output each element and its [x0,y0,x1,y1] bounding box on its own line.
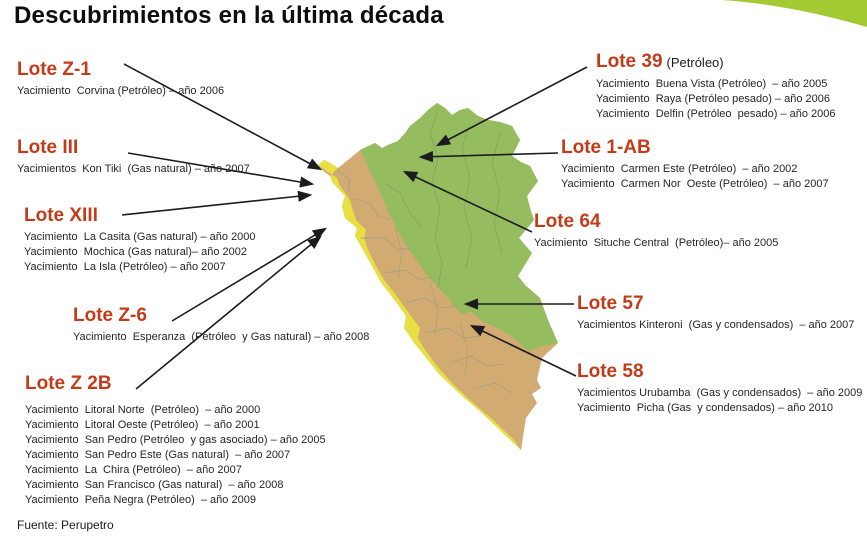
lote-title: Lote III [17,137,79,158]
yacimiento-line: Yacimiento La Casita (Gas natural) – año… [24,231,256,243]
yacimiento-line: Yacimiento San Francisco (Gas natural) –… [25,479,284,491]
lote-title-text: Lote 39 [596,51,663,72]
source-note: Fuente: Perupetro [17,518,114,532]
callout-lote-z1: Lote Z-1 Yacimiento Corvina (Petróleo) –… [17,60,224,99]
yacimiento-line: Yacimientos Kinteroni (Gas y condensados… [577,319,855,331]
lote-title: Lote 64 [534,211,601,232]
yacimiento-line: Yacimiento Picha (Gas y condensados) – a… [577,402,834,414]
yacimiento-line: Yacimientos Urubamba (Gas y condensados)… [577,387,863,399]
yacimiento-line: Yacimiento Buena Vista (Petróleo) – año … [596,78,828,90]
yacimiento-line: Yacimientos Kon Tiki (Gas natural) – año… [17,163,250,175]
lote-title: Lote 58 [577,361,644,382]
yacimiento-line: Yacimiento Corvina (Petróleo) – año 2006 [17,85,225,97]
page-title: Descubrimientos en la última década [14,2,444,29]
yacimiento-line: Yacimiento La Isla (Petróleo) – año 2007 [24,261,226,273]
lote-title: Lote XIII [24,205,98,226]
callout-lote-64: Lote 64 Yacimiento Situche Central (Petr… [534,212,778,251]
yacimiento-line: Yacimiento San Pedro Este (Gas natural) … [25,449,291,461]
callout-lote-iii: Lote III Yacimientos Kon Tiki (Gas natur… [17,138,250,177]
lote-title: Lote Z 2B [25,373,112,394]
yacimiento-line: Yacimiento Raya (Petróleo pesado) – año … [596,93,830,105]
callout-lote-39: Lote 39 (Petróleo) Yacimiento Buena Vista… [596,52,836,122]
yacimiento-line: Yacimiento Litoral Norte (Petróleo) – añ… [25,404,261,416]
corner-band-decoration [721,0,867,27]
lote-title: Lote Z-6 [73,305,147,326]
yacimiento-line: Yacimiento San Pedro (Petróleo y gas aso… [25,434,326,446]
lote-qualifier: (Petróleo) [666,55,724,70]
yacimiento-line: Yacimiento Litoral Oeste (Petróleo) – añ… [25,419,260,431]
yacimiento-line: Yacimiento Situche Central (Petróleo)– a… [534,237,779,249]
yacimiento-line: Yacimiento Carmen Nor Oeste (Petróleo) –… [561,178,829,190]
yacimiento-line: Yacimiento Esperanza (Petróleo y Gas nat… [73,331,370,343]
map-department-borders [337,169,513,394]
callout-lote-z6: Lote Z-6 Yacimiento Esperanza (Petróleo … [73,306,369,345]
yacimiento-line: Yacimiento La Chira (Petróleo) – año 200… [25,464,242,476]
callout-lote-1ab: Lote 1-AB Yacimiento Carmen Este (Petról… [561,138,829,192]
yacimiento-line: Yacimiento Delfin (Petróleo pesado) – añ… [596,108,836,120]
lote-title: Lote 39 (Petróleo) [596,52,836,73]
callout-lote-58: Lote 58 Yacimientos Urubamba (Gas y cond… [577,362,862,416]
peru-map [318,103,558,450]
lote-title: Lote 1-AB [561,137,651,158]
callout-lote-57: Lote 57 Yacimientos Kinteroni (Gas y con… [577,294,854,333]
yacimiento-line: Yacimiento Mochica (Gas natural)– año 20… [24,246,247,258]
yacimiento-line: Yacimiento Peña Negra (Petróleo) – año 2… [25,494,256,506]
lote-title: Lote Z-1 [17,59,91,80]
lote-title: Lote 57 [577,293,644,314]
yacimiento-line: Yacimiento Carmen Este (Petróleo) – año … [561,163,798,175]
callout-lote-xiii: Lote XIII Yacimiento La Casita (Gas natu… [24,206,256,275]
callout-lote-z2b: Lote Z 2B Yacimiento Litoral Norte (Petr… [25,374,326,508]
